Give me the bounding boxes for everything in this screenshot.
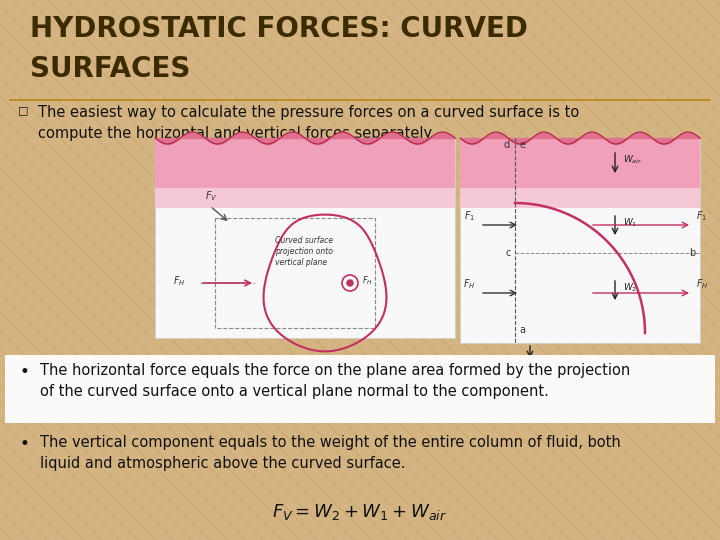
Text: The horizontal force equals the force on the plane area formed by the projection: The horizontal force equals the force on… — [40, 363, 630, 399]
Text: $W_{air}$: $W_{air}$ — [623, 154, 642, 166]
Text: $W_1$: $W_1$ — [623, 217, 637, 230]
Text: •: • — [20, 435, 30, 453]
Text: $F_H$: $F_H$ — [173, 274, 185, 288]
Bar — [460, 138, 700, 188]
Text: $F_H$: $F_H$ — [362, 275, 373, 287]
Text: $F_V$: $F_V$ — [523, 365, 536, 379]
Text: □: □ — [18, 105, 29, 115]
Text: $F_1$: $F_1$ — [696, 209, 707, 223]
Text: SURFACES: SURFACES — [30, 55, 190, 83]
Text: $F_H$: $F_H$ — [462, 277, 475, 291]
Bar — [215, 218, 375, 328]
Bar — [155, 138, 455, 188]
Text: b: b — [689, 248, 695, 258]
Text: $F_V = W_2 + W_1 + W_{air}$: $F_V = W_2 + W_1 + W_{air}$ — [272, 502, 448, 522]
Text: $F_H$: $F_H$ — [696, 277, 708, 291]
FancyBboxPatch shape — [5, 355, 715, 423]
Text: $F_1$: $F_1$ — [464, 209, 475, 223]
Text: Curved surface
projection onto
vertical plane: Curved surface projection onto vertical … — [275, 236, 333, 267]
Text: c: c — [505, 248, 511, 258]
Circle shape — [347, 280, 353, 286]
Text: a: a — [519, 325, 525, 335]
FancyBboxPatch shape — [460, 138, 700, 343]
FancyBboxPatch shape — [155, 138, 455, 338]
Text: e: e — [520, 140, 526, 150]
Text: •: • — [20, 363, 30, 381]
Text: HYDROSTATIC FORCES: CURVED: HYDROSTATIC FORCES: CURVED — [30, 15, 528, 43]
Bar — [155, 188, 455, 208]
Text: The vertical component equals to the weight of the entire column of fluid, both
: The vertical component equals to the wei… — [40, 435, 621, 471]
Text: $F_V$: $F_V$ — [205, 189, 217, 203]
Text: The easiest way to calculate the pressure forces on a curved surface is to
compu: The easiest way to calculate the pressur… — [38, 105, 580, 141]
Bar — [460, 188, 700, 208]
Text: $W_2$: $W_2$ — [623, 282, 637, 294]
Text: d: d — [504, 140, 510, 150]
